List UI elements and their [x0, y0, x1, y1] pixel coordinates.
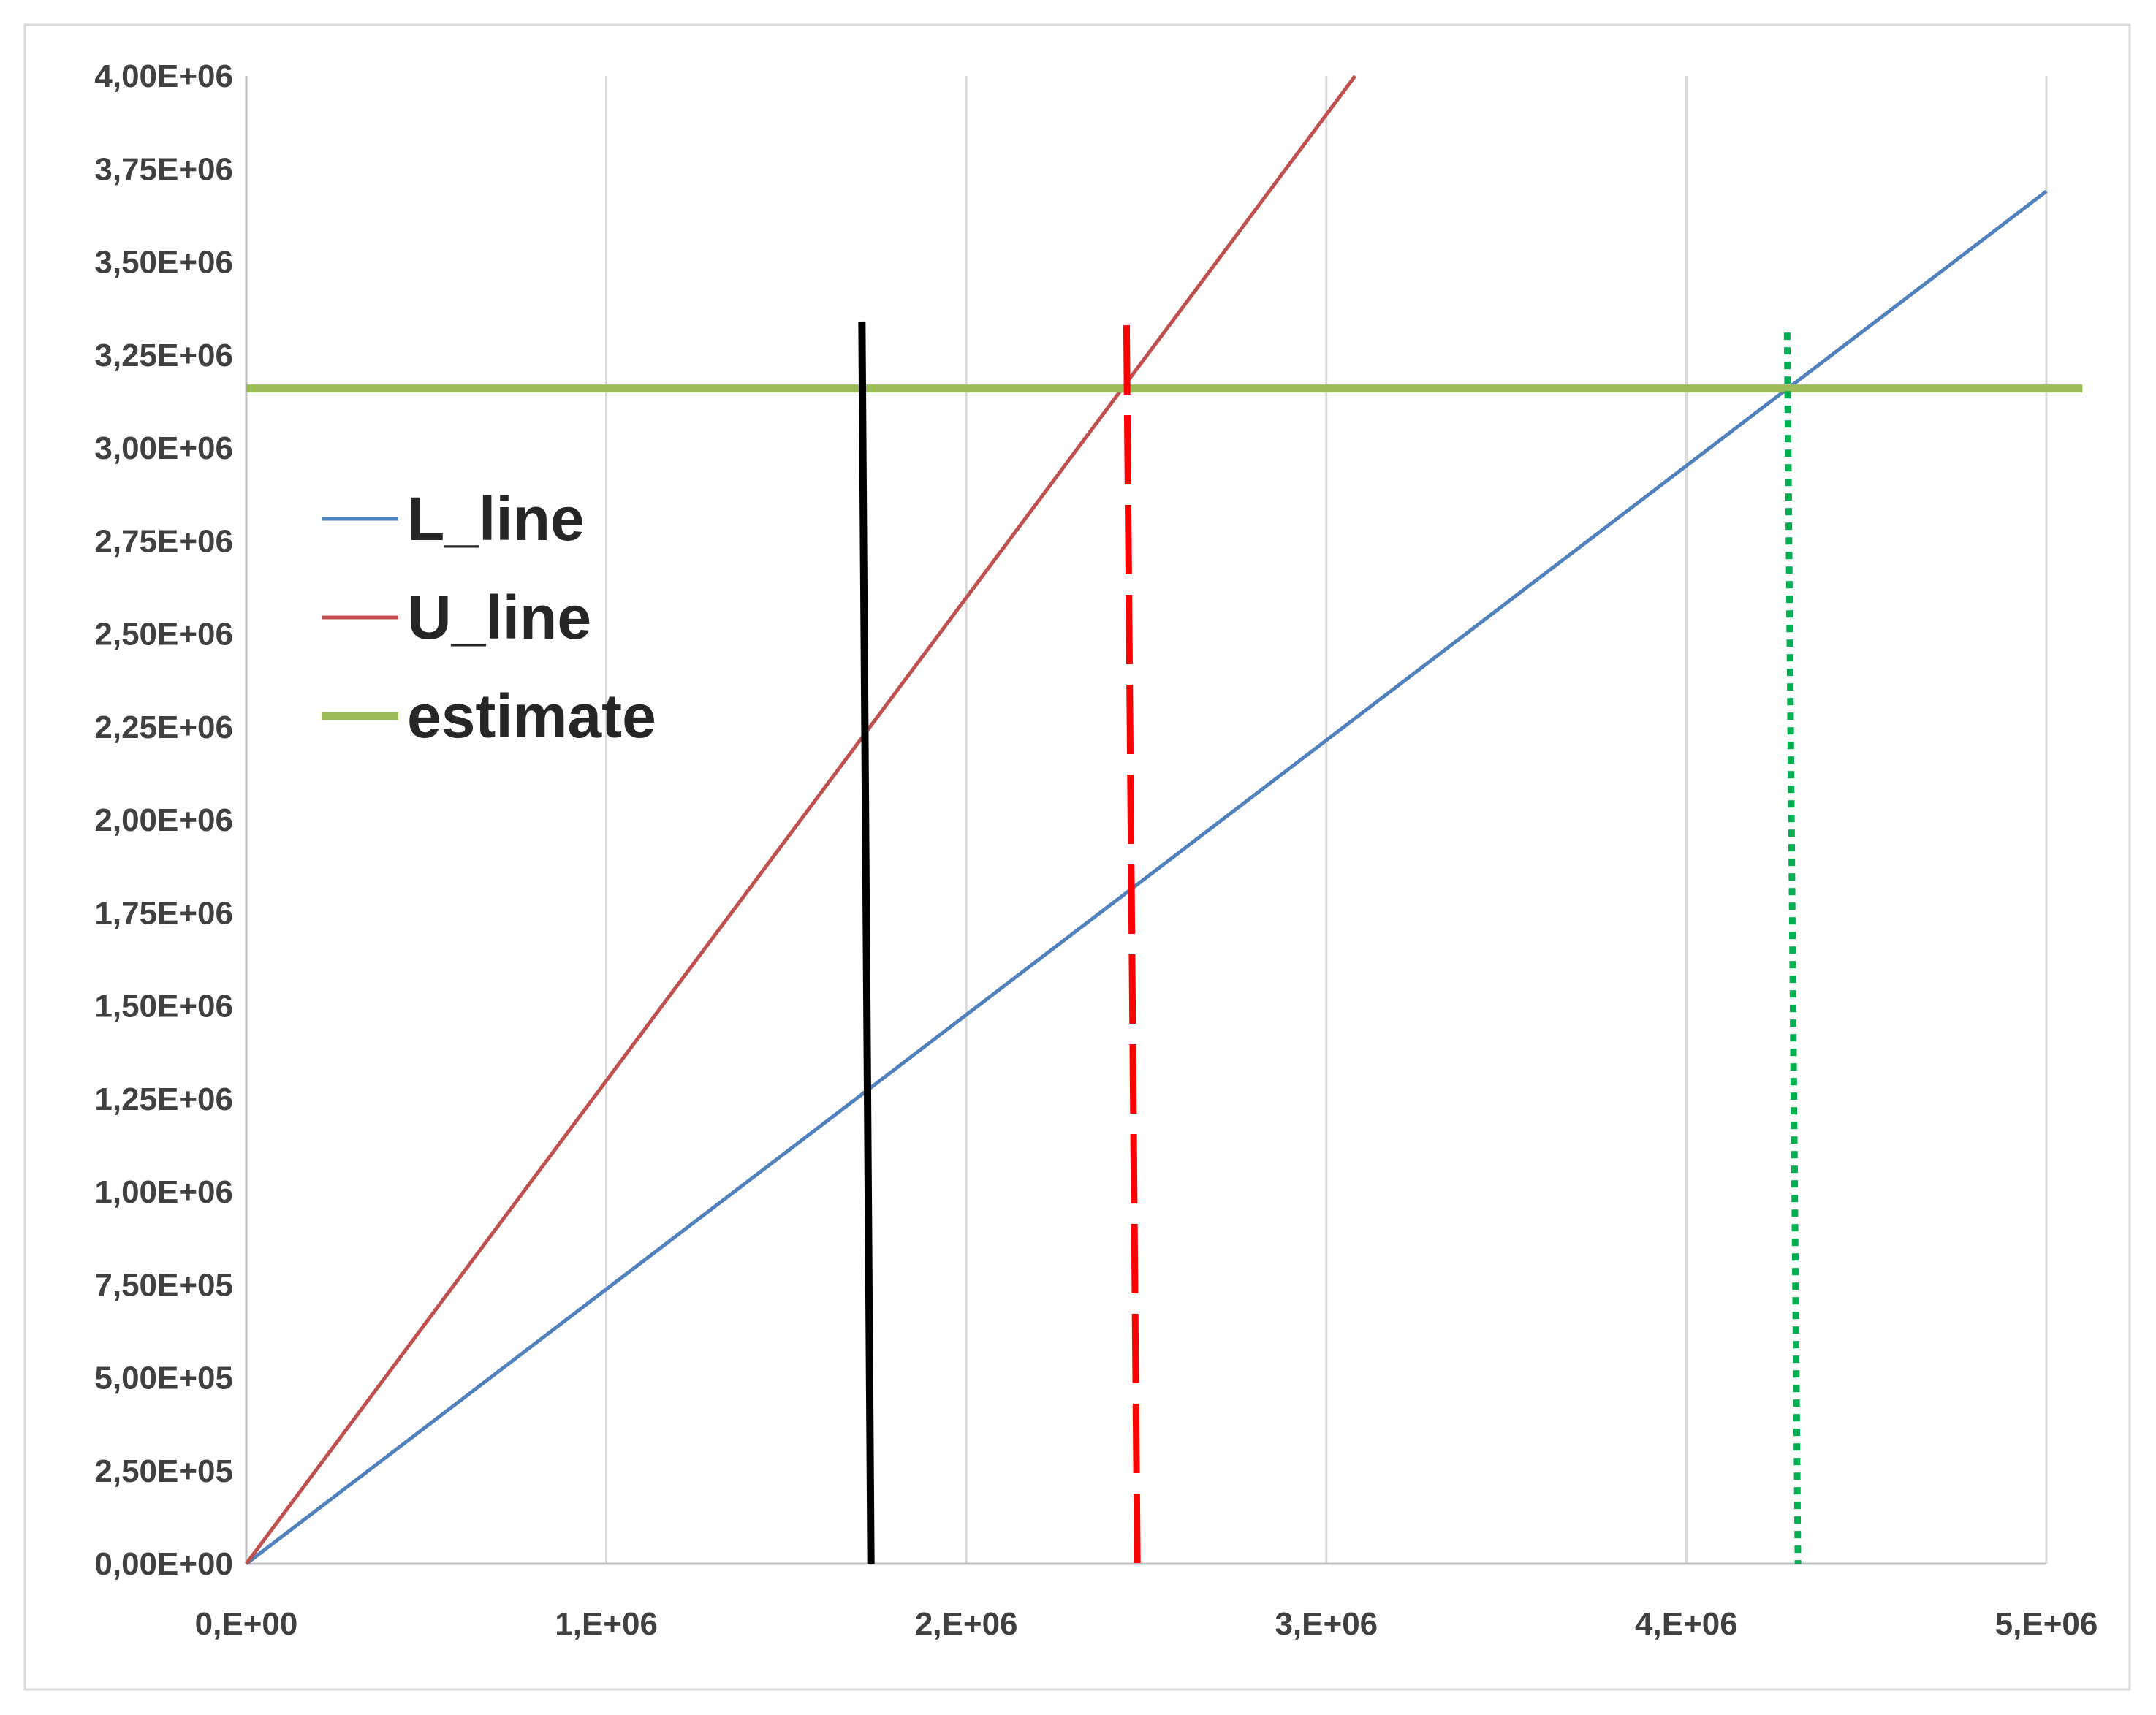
y-tick-label: 1,50E+06 — [94, 989, 233, 1024]
y-tick-label: 5,00E+05 — [94, 1361, 233, 1396]
y-tick-label: 3,00E+06 — [94, 430, 233, 466]
y-tick-labels: 0,00E+00 2,50E+05 5,00E+05 7,50E+05 1,00E+06… — [94, 58, 233, 1582]
chart-frame — [23, 23, 2131, 1691]
y-tick-label: 2,75E+06 — [94, 523, 233, 559]
x-tick-label: 1,E+06 — [555, 1606, 658, 1642]
vertical-markers — [858, 321, 1802, 1564]
y-tick-label: 3,50E+06 — [94, 245, 233, 281]
x-tick-label: 2,E+06 — [915, 1606, 1018, 1642]
legend-label: estimate — [407, 682, 656, 750]
y-tick-label: 4,00E+06 — [94, 58, 233, 94]
gridlines — [605, 76, 2048, 1564]
y-tick-label: 2,50E+05 — [94, 1453, 233, 1489]
series-line-u-line — [244, 75, 1357, 1565]
x-tick-label: 3,E+06 — [1275, 1606, 1378, 1642]
x-tick-label: 0,E+00 — [195, 1606, 298, 1642]
legend-label: L_line — [407, 484, 585, 553]
y-tick-label: 2,25E+06 — [94, 710, 233, 745]
legend: L_line U_line estimate — [322, 484, 656, 750]
y-tick-label: 1,25E+06 — [94, 1081, 233, 1117]
y-tick-label: 0,00E+00 — [94, 1546, 233, 1582]
x-tick-labels: 0,E+00 1,E+06 2,E+06 3,E+06 4,E+06 5,E+06 — [195, 1606, 2098, 1642]
y-tick-label: 3,25E+06 — [94, 338, 233, 373]
vertical-marker-dotted — [1783, 332, 1802, 1564]
y-tick-label: 2,50E+06 — [94, 617, 233, 653]
x-tick-label: 4,E+06 — [1635, 1606, 1738, 1642]
y-tick-label: 1,00E+06 — [94, 1174, 233, 1210]
vertical-marker-solid — [858, 321, 875, 1564]
y-tick-label: 7,50E+05 — [94, 1267, 233, 1303]
vertical-marker-dashed — [1123, 324, 1141, 1564]
y-tick-label: 2,00E+06 — [94, 802, 233, 838]
axes — [245, 76, 2046, 1565]
legend-label: U_line — [407, 583, 591, 652]
y-tick-label: 1,75E+06 — [94, 895, 233, 931]
y-tick-label: 3,75E+06 — [94, 151, 233, 187]
series-line-l-line — [245, 189, 2048, 1565]
x-tick-label: 5,E+06 — [1995, 1606, 2098, 1642]
series-lines — [244, 75, 2083, 1565]
